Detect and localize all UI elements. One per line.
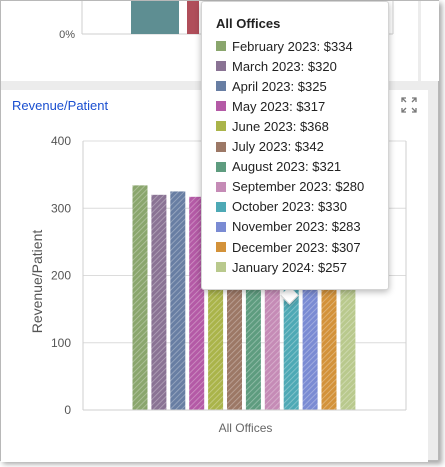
top-bar-1[interactable] [131,1,179,34]
tooltip-row: June 2023: $368 [216,117,329,135]
x-category-label: All Offices [219,421,273,435]
legend-swatch [216,41,226,51]
legend-swatch [216,242,226,252]
tooltip-row: March 2023: $320 [216,57,337,75]
legend-swatch [216,201,226,212]
legend-swatch [216,121,226,132]
tooltip-row: October 2023: $330 [216,198,347,216]
tooltip-row-label: December 2023: $307 [232,239,361,255]
legend-swatch [216,61,226,72]
bar-may-2023[interactable] [189,196,205,410]
tooltip-row-label: November 2023: $283 [232,219,361,235]
legend-swatch [216,101,226,112]
tooltip-row: August 2023: $321 [216,158,341,176]
tooltip-row-label: May 2023: $317 [232,98,326,114]
top-bar-2[interactable] [187,1,199,34]
chart-tooltip: All Offices February 2023: $334 March 202… [201,1,389,290]
bar-march-2023[interactable] [151,194,167,410]
tooltip-row-label: January 2024: $257 [232,259,347,275]
tooltip-row-label: March 2023: $320 [232,58,337,74]
bar-april-2023[interactable] [170,191,186,410]
tooltip-row: September 2023: $280 [216,178,364,196]
tooltip-row: July 2023: $342 [216,138,324,156]
tooltip-row: December 2023: $307 [216,238,361,256]
dashboard-frame: 0% Revenue/Patient 0 100 200 300 400 Revenue/… [0,0,439,462]
tooltip-title: All Offices [216,16,281,31]
chart-title[interactable]: Revenue/Patient [12,98,109,113]
tooltip-row-label: June 2023: $368 [232,118,329,134]
tooltip-row: April 2023: $325 [216,77,327,95]
bar-february-2023[interactable] [132,185,148,410]
y-tick-label: 400 [51,134,71,148]
y-tick-label: 100 [51,336,71,350]
y-tick-label: 200 [51,269,71,283]
tooltip-row: May 2023: $317 [216,97,325,115]
legend-swatch [216,81,226,92]
tooltip-row-label: July 2023: $342 [232,139,324,154]
tooltip-row-label: October 2023: $330 [232,199,347,215]
tooltip-row-label: February 2023: $334 [232,38,353,54]
tooltip-row-label: September 2023: $280 [232,179,365,195]
y-tick-label: 300 [51,201,71,215]
legend-swatch [216,181,226,192]
tooltip-row: February 2023: $334 [216,37,353,55]
legend-swatch [216,262,226,273]
tooltip-row: January 2024: $257 [216,258,347,276]
top-y-tick-0: 0% [59,29,75,41]
tooltip-row: November 2023: $283 [216,218,361,236]
top-right-panel [421,1,439,81]
y-axis-label: Revenue/Patient [29,230,45,334]
legend-swatch [216,141,226,152]
expand-icon[interactable] [401,97,417,113]
legend-swatch [216,161,226,172]
y-tick-label: 0 [64,403,71,417]
tooltip-row-label: April 2023: $325 [232,78,327,94]
tooltip-row-label: August 2023: $321 [232,159,342,175]
legend-swatch [216,221,226,232]
